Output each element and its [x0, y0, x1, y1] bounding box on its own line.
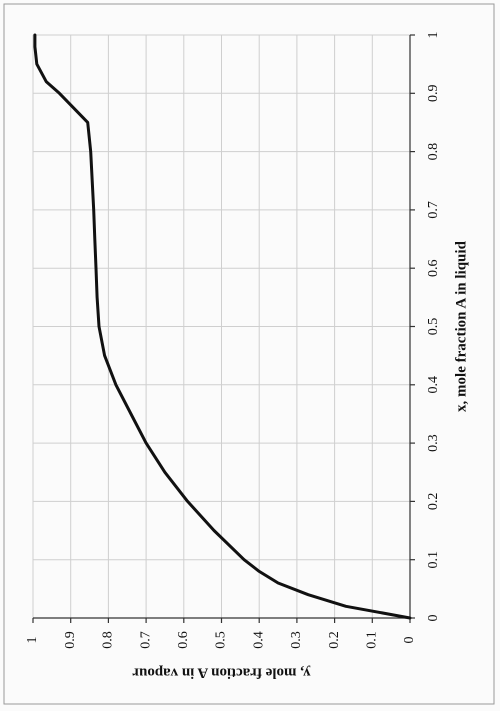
y-tick-label: 0.7 — [138, 631, 153, 649]
x-tick-label: 0.5 — [426, 318, 441, 336]
x-tick-label: 0.8 — [426, 143, 441, 161]
x-tick-label: 0.7 — [426, 201, 441, 219]
x-tick-label: 0.4 — [426, 376, 441, 394]
tick-layer: 0 0.1 0.2 0.3 0.4 0.5 0.6 0.7 0.8 0.9 1 0 0.1 0.2 0.3 0… — [25, 32, 441, 649]
y-tick-label: 0.6 — [176, 631, 191, 649]
y-tick-label: 0.9 — [63, 631, 78, 649]
y-tick-label: 0 — [402, 637, 417, 644]
x-tick-label: 0.6 — [426, 259, 441, 277]
y-tick-label: 0.1 — [365, 631, 380, 649]
y-tick-label: 1 — [25, 637, 40, 644]
y-tick-label: 0.5 — [214, 631, 229, 649]
y-tick-label: 0.8 — [101, 631, 116, 649]
grid-layer — [32, 34, 411, 619]
x-tick-label: 1 — [426, 32, 441, 39]
equilibrium-curve — [33, 33, 412, 620]
y-tick-label: 0.4 — [251, 631, 266, 649]
x-tick-label: 0.2 — [426, 493, 441, 511]
y-tick-label: 0.2 — [327, 631, 342, 649]
axis-layer — [32, 34, 415, 623]
y-tick-label: 0.3 — [289, 631, 304, 649]
x-tick-label: 0.1 — [426, 551, 441, 569]
y-axis-label: y, mole fraction A in vapour — [132, 665, 311, 681]
x-tick-label: 0.9 — [426, 85, 441, 103]
x-axis-label: x, mole fraction A in liquid — [453, 240, 469, 412]
x-tick-label: 0 — [426, 615, 441, 622]
chart-frame — [3, 3, 495, 705]
x-tick-label: 0.3 — [426, 434, 441, 452]
